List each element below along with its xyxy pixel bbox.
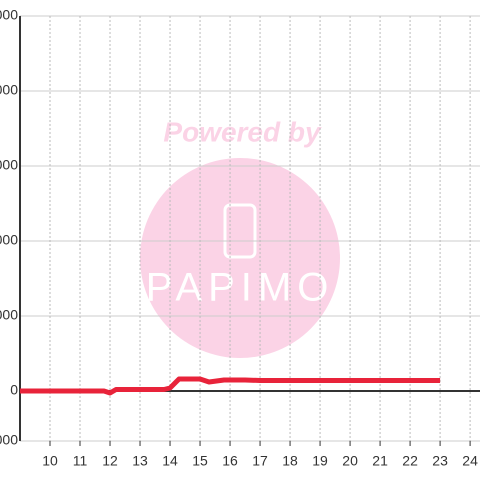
y-tick-label: 60,000 <box>0 232 18 248</box>
x-tick-label: 17 <box>252 453 268 469</box>
y-tick-label: 30,000 <box>0 307 18 323</box>
x-tick-label: 10 <box>42 453 58 469</box>
x-tick-label: 22 <box>402 453 418 469</box>
x-tick-label: 16 <box>222 453 238 469</box>
y-tick-label: -20,000 <box>0 432 18 448</box>
x-tick-label: 24 <box>462 453 478 469</box>
x-tick-label: 21 <box>372 453 388 469</box>
y-tick-label: 120,000 <box>0 82 18 98</box>
data-line <box>20 376 441 396</box>
x-tick-label: 12 <box>102 453 118 469</box>
watermark-title: Powered by <box>163 116 322 147</box>
watermark-brand: PAPIMO <box>146 266 335 310</box>
y-tick-label: 90,000 <box>0 157 18 173</box>
watermark-icon <box>223 203 257 259</box>
x-tick-label: 15 <box>192 453 208 469</box>
x-tick-label: 13 <box>132 453 148 469</box>
x-tick-label: 19 <box>312 453 328 469</box>
x-tick-label: 23 <box>432 453 448 469</box>
x-tick-label: 14 <box>162 453 178 469</box>
x-tick-label: 11 <box>73 453 88 469</box>
y-tick-label: 150,000 <box>0 7 18 23</box>
x-tick-label: 20 <box>342 453 358 469</box>
y-tick-label: 0 <box>10 382 18 398</box>
x-tick-label: 18 <box>282 453 298 469</box>
